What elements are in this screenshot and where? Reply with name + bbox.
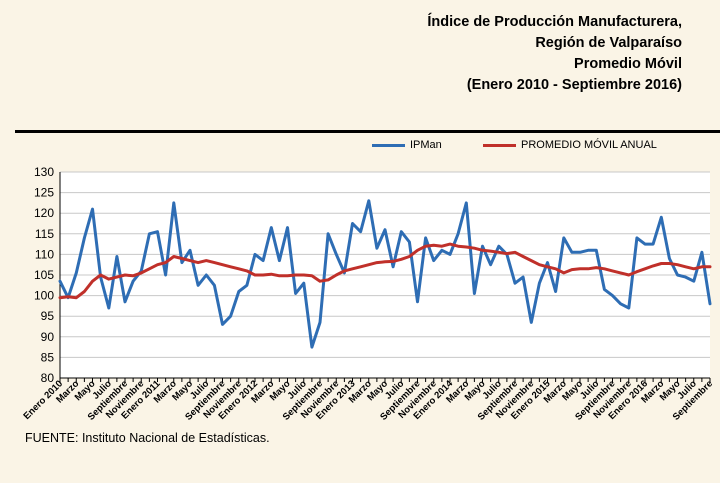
legend-item-ipman: IPMan <box>372 139 442 151</box>
series-line-ipman <box>58 199 712 349</box>
series-line-promedio-movil <box>58 242 712 300</box>
y-tick-label: 130 <box>34 165 54 179</box>
chart-legend: IPMan PROMEDIO MÓVIL ANUAL <box>0 139 720 157</box>
y-tick-label: 80 <box>41 371 55 385</box>
legend-swatch-ipman <box>372 143 405 147</box>
y-tick-label: 90 <box>41 330 55 344</box>
y-tick-label: 115 <box>35 227 54 241</box>
title-divider <box>15 130 720 133</box>
legend-label-ipman: IPMan <box>410 139 442 151</box>
y-tick-label: 85 <box>41 350 55 364</box>
chart-title: Índice de Producción Manufacturera, Regi… <box>262 12 682 96</box>
title-line-3: Promedio Móvil <box>574 56 682 72</box>
title-line-4: (Enero 2010 - Septiembre 2016) <box>466 77 682 93</box>
legend-item-promedio: PROMEDIO MÓVIL ANUAL <box>483 139 657 151</box>
legend-label-promedio: PROMEDIO MÓVIL ANUAL <box>521 139 657 151</box>
y-tick-label: 100 <box>34 289 54 303</box>
y-tick-label: 110 <box>35 247 54 261</box>
y-tick-label: 95 <box>41 309 55 323</box>
title-line-1: Índice de Producción Manufacturera, <box>427 14 682 30</box>
y-tick-label: 105 <box>34 268 54 282</box>
source-note: FUENTE: Instituto Nacional de Estadístic… <box>25 431 270 445</box>
y-tick-label: 125 <box>34 186 54 200</box>
title-line-2: Región de Valparaíso <box>535 35 682 51</box>
y-tick-label: 120 <box>34 206 54 220</box>
legend-swatch-promedio <box>483 143 516 147</box>
